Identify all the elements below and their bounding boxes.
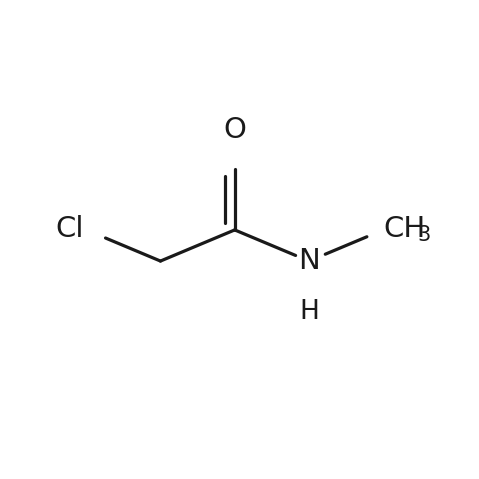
Text: O: O — [223, 116, 246, 144]
Text: Cl: Cl — [56, 215, 84, 243]
Text: 3: 3 — [418, 225, 431, 245]
Text: N: N — [298, 247, 320, 275]
Text: H: H — [299, 299, 319, 325]
Text: CH: CH — [383, 215, 425, 243]
